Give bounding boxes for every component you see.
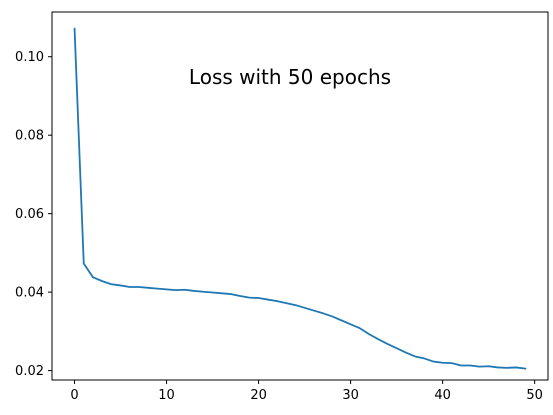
x-tick-label: 30 [342, 388, 359, 403]
chart-title: Loss with 50 epochs [189, 65, 391, 89]
axes-frame [51, 11, 549, 381]
x-tick-label: 50 [526, 388, 543, 403]
axes-layer: 0 10 20 30 40 50 0.02 0.04 0.06 0.08 0.10 [15, 11, 549, 403]
y-tick-label: 0.06 [15, 207, 44, 222]
y-tick-label: 0.02 [15, 364, 44, 379]
y-tick-label: 0.04 [15, 286, 44, 301]
x-tick-label: 10 [158, 388, 175, 403]
y-tick-label: 0.08 [15, 129, 44, 144]
x-tick-label: 20 [250, 388, 267, 403]
loss-series-line [73, 27, 527, 370]
y-tick-label: 0.10 [15, 50, 44, 65]
series-layer [73, 27, 527, 370]
x-tick-label: 0 [70, 388, 78, 403]
x-tick-label: 40 [434, 388, 451, 403]
